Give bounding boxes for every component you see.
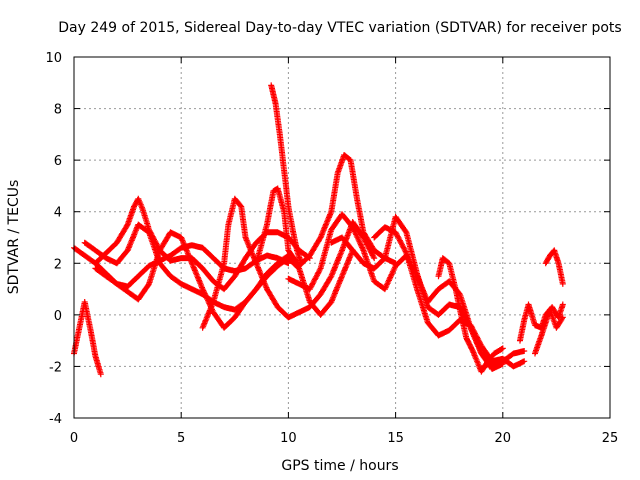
y-tick-label: -2 [49,360,62,375]
plot-frame [73,56,611,419]
y-axis-label: SDTVAR / TECUs [6,180,22,295]
series-sat-g [268,82,305,267]
x-tick-label: 15 [387,431,404,446]
x-tick-label: 0 [70,431,78,446]
y-tick-label: 8 [54,103,62,118]
x-axis-label: GPS time / hours [281,458,398,474]
series-sat-o [532,306,566,357]
x-tick-label: 20 [495,431,512,446]
series-sat-d [92,195,313,293]
y-tick-label: 6 [54,154,62,169]
series-points [542,247,566,287]
series-sat-p [542,247,566,287]
series-sat-m [478,355,528,372]
series-points [71,299,104,378]
x-axis-ticks: 0 5 10 15 20 25 [70,57,618,446]
y-tick-label: 4 [54,206,62,221]
series-points [268,82,305,267]
series-sat-h [253,152,399,269]
series-points [92,195,313,293]
y-tick-label: 10 [45,51,62,66]
y-axis-ticks: -4 -2 0 2 4 6 8 10 [45,51,610,427]
x-tick-label: 25 [602,431,619,446]
grid [74,57,610,418]
chart-title: Day 249 of 2015, Sidereal Day-to-day VTE… [58,20,621,36]
series-points [478,355,528,372]
data-marks [71,82,566,378]
series-points [253,152,399,269]
series-points [532,306,566,357]
x-tick-label: 5 [177,431,185,446]
y-tick-label: -4 [49,412,62,427]
x-tick-label: 10 [280,431,297,446]
y-tick-label: 2 [54,257,62,272]
y-tick-label: 0 [54,309,62,324]
series-sat-b [71,299,104,378]
